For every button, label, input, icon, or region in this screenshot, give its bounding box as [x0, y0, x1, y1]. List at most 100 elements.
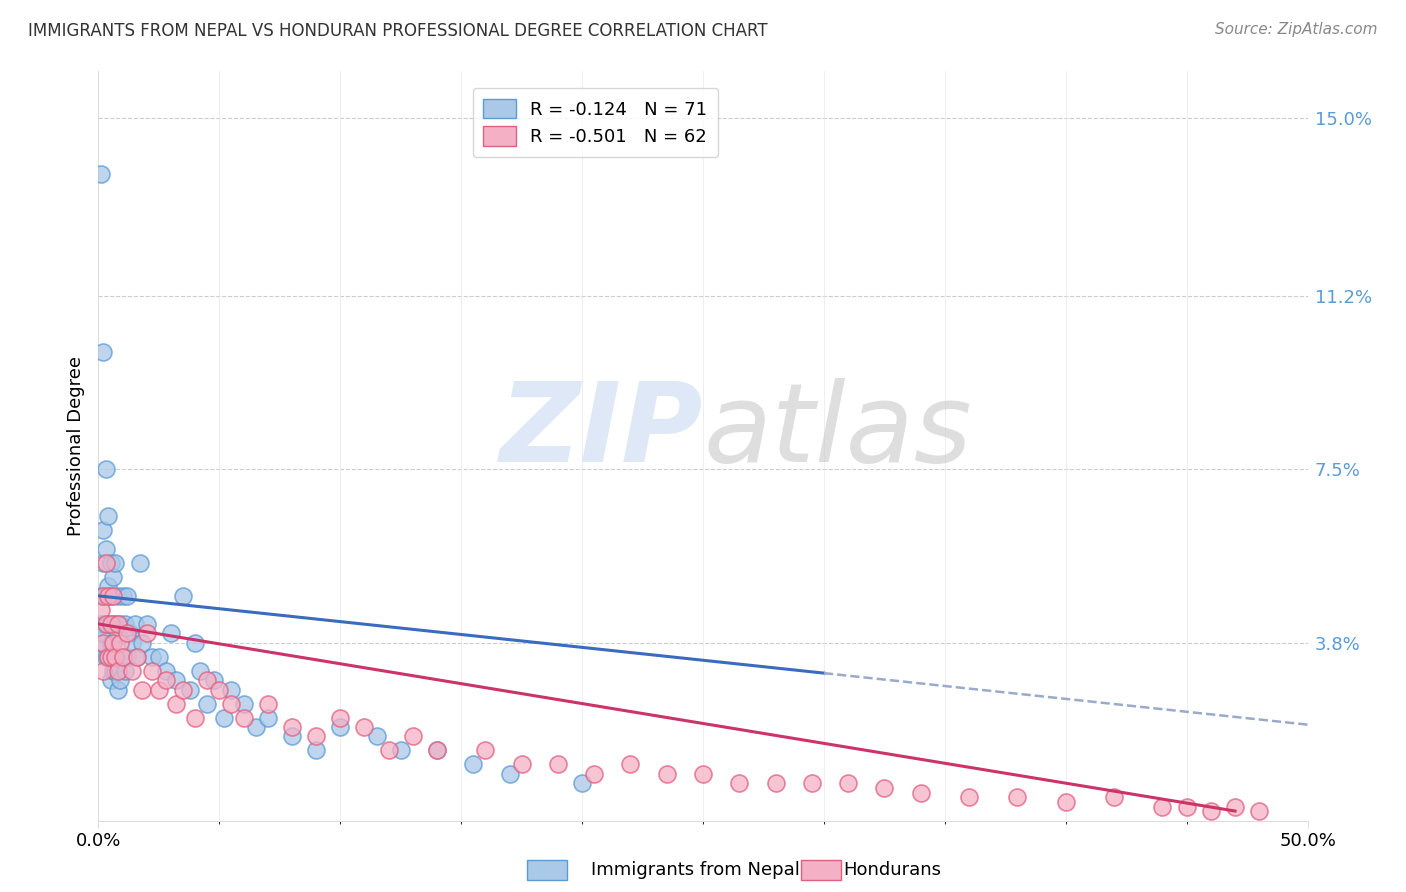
Point — [1249, 805, 1271, 819]
Point — [204, 673, 226, 688]
Point — [172, 682, 194, 697]
Point — [94, 589, 117, 603]
Point — [117, 589, 139, 603]
Point — [148, 682, 170, 697]
Text: IMMIGRANTS FROM NEPAL VS HONDURAN PROFESSIONAL DEGREE CORRELATION CHART: IMMIGRANTS FROM NEPAL VS HONDURAN PROFES… — [28, 22, 768, 40]
Point — [107, 664, 129, 678]
Point — [195, 673, 218, 688]
Point — [498, 767, 520, 781]
Point — [100, 635, 122, 649]
Point — [619, 757, 641, 772]
Point — [91, 345, 114, 359]
Point — [463, 757, 485, 772]
Point — [402, 730, 425, 744]
Point — [111, 649, 134, 664]
Point — [91, 523, 114, 537]
Point — [547, 757, 569, 772]
Point — [91, 589, 114, 603]
Point — [765, 776, 787, 790]
Point — [232, 710, 254, 724]
Point — [232, 697, 254, 711]
FancyBboxPatch shape — [527, 860, 567, 880]
Point — [1223, 799, 1246, 814]
Y-axis label: Professional Degree: Professional Degree — [66, 356, 84, 536]
Point — [184, 635, 207, 649]
Point — [104, 556, 127, 570]
Point — [800, 776, 823, 790]
Point — [114, 664, 136, 678]
Point — [107, 617, 129, 632]
Point — [94, 617, 117, 632]
Legend: R = -0.124   N = 71, R = -0.501   N = 62: R = -0.124 N = 71, R = -0.501 N = 62 — [472, 88, 718, 157]
Point — [101, 635, 124, 649]
Point — [124, 617, 146, 632]
FancyBboxPatch shape — [801, 860, 841, 880]
Point — [114, 617, 136, 632]
Point — [188, 664, 211, 678]
Point — [281, 730, 304, 744]
Point — [97, 649, 120, 664]
Point — [128, 556, 150, 570]
Point — [91, 626, 114, 640]
Point — [108, 635, 131, 649]
Point — [91, 664, 114, 678]
Point — [426, 743, 449, 757]
Point — [1102, 790, 1125, 805]
Point — [1152, 799, 1174, 814]
Point — [104, 617, 127, 632]
Text: ZIP: ZIP — [499, 377, 703, 484]
Point — [101, 589, 124, 603]
Point — [97, 617, 120, 632]
Point — [195, 697, 218, 711]
Point — [692, 767, 714, 781]
Point — [91, 589, 114, 603]
Point — [94, 462, 117, 476]
Point — [165, 673, 187, 688]
Point — [111, 589, 134, 603]
Point — [91, 556, 114, 570]
Point — [426, 743, 449, 757]
Point — [160, 626, 183, 640]
Point — [97, 649, 120, 664]
Point — [107, 682, 129, 697]
Point — [121, 635, 143, 649]
Point — [141, 649, 163, 664]
Point — [329, 710, 352, 724]
Point — [117, 649, 139, 664]
Point — [101, 570, 124, 584]
Point — [1007, 790, 1029, 805]
Point — [117, 626, 139, 640]
Text: Immigrants from Nepal: Immigrants from Nepal — [591, 861, 800, 879]
Point — [873, 780, 896, 795]
Point — [97, 580, 120, 594]
Point — [97, 509, 120, 524]
Point — [100, 589, 122, 603]
Point — [90, 603, 112, 617]
Point — [179, 682, 201, 697]
Point — [957, 790, 980, 805]
Point — [221, 682, 243, 697]
Point — [256, 710, 278, 724]
Point — [184, 710, 207, 724]
Point — [155, 673, 177, 688]
Point — [94, 649, 117, 664]
Point — [148, 649, 170, 664]
Point — [121, 664, 143, 678]
Point — [212, 710, 235, 724]
Point — [100, 673, 122, 688]
Point — [108, 617, 131, 632]
Point — [118, 626, 141, 640]
Point — [90, 635, 112, 649]
Point — [305, 743, 328, 757]
Point — [155, 664, 177, 678]
Point — [305, 730, 328, 744]
Point — [1199, 805, 1222, 819]
Point — [90, 168, 112, 182]
Point — [107, 626, 129, 640]
Point — [127, 649, 149, 664]
Point — [1175, 799, 1198, 814]
Point — [366, 730, 388, 744]
Point — [135, 626, 157, 640]
Point — [583, 767, 606, 781]
Point — [329, 720, 352, 734]
